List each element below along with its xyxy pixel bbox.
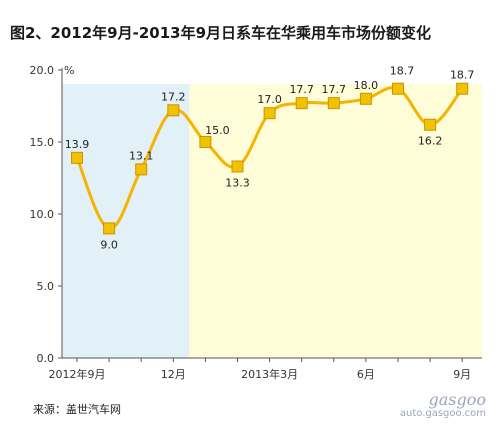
- x-tick-label: 9月: [453, 368, 471, 381]
- y-tick-label: 5.0: [37, 280, 55, 293]
- data-point-2012-09: [71, 151, 83, 164]
- source-note: 来源：盖世汽车网: [33, 403, 121, 416]
- y-tick-label: 0.0: [37, 352, 55, 365]
- data-label-2013-08: 16.2: [418, 135, 443, 148]
- data-label-2013-03: 17.0: [257, 93, 282, 106]
- watermark-brand: gasgoo: [428, 390, 487, 409]
- data-label-2013-09: 18.7: [450, 69, 475, 82]
- data-label-2013-05: 17.7: [322, 83, 347, 96]
- shaded-region-2012-09: [62, 84, 190, 358]
- x-tick-label: 2012年9月: [49, 367, 106, 381]
- y-unit-label: %: [64, 64, 74, 77]
- watermark-url: auto.gasgoo.com: [399, 408, 486, 419]
- data-point-2013-03: [263, 107, 276, 120]
- data-point-2013-08: [424, 118, 437, 131]
- data-point-2013-01: [199, 136, 212, 148]
- chart-title: 图2、2012年9月-2013年9月日系车在华乘用车市场份额变化: [10, 24, 432, 42]
- data-point-2012-10: [103, 222, 116, 235]
- data-label-2013-01: 15.0: [205, 124, 230, 137]
- data-label-2012-09: 13.9: [65, 138, 90, 151]
- data-label-2013-04: 17.7: [289, 83, 314, 96]
- data-label-2013-06: 18.0: [354, 79, 379, 92]
- data-label-2012-10: 9.0: [100, 238, 118, 251]
- shaded-region-2013-01: [189, 84, 482, 358]
- data-label-2013-02: 13.3: [225, 176, 250, 189]
- data-point-2013-02: [231, 160, 244, 173]
- data-label-2012-11: 13.1: [129, 149, 154, 162]
- data-label-2012-12: 17.2: [161, 90, 186, 103]
- x-tick-label: 12月: [161, 368, 186, 381]
- data-point-2012-12: [167, 104, 180, 117]
- data-point-2013-09: [456, 82, 469, 95]
- y-tick-label: 10.0: [30, 208, 55, 221]
- y-tick-label: 20.0: [30, 64, 55, 77]
- data-point-2013-05: [327, 97, 340, 110]
- data-point-2013-06: [359, 92, 372, 105]
- x-tick-label: 2013年3月: [241, 367, 298, 381]
- data-point-2013-07: [392, 82, 404, 95]
- data-label-2013-07-annotation: 18.7: [390, 65, 415, 78]
- data-point-2013-04: [295, 97, 308, 110]
- y-tick-label: 15.0: [30, 136, 55, 149]
- data-point-2012-11: [135, 163, 148, 176]
- x-tick-label: 6月: [357, 368, 375, 381]
